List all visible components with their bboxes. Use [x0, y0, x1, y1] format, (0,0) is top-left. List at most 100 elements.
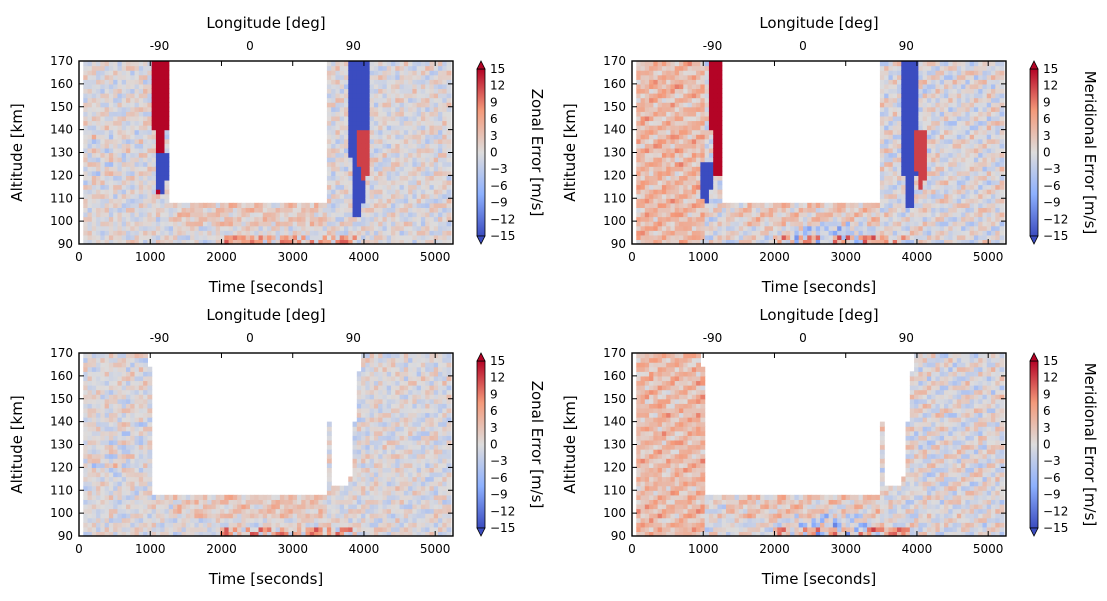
heatmap-cell [339, 111, 345, 117]
heatmap-cell [794, 202, 800, 208]
heatmap-cell [335, 239, 341, 245]
heatmap-cell [905, 189, 911, 195]
heatmap-cell [965, 102, 971, 108]
heatmap-cell [352, 193, 358, 199]
heatmap-cell [91, 216, 97, 222]
heatmap-cell [155, 234, 161, 241]
heatmap-cell [708, 184, 714, 190]
heatmap-cell [644, 157, 650, 163]
heatmap-cell [420, 152, 426, 158]
heatmap-cell [734, 225, 740, 231]
heatmap-cell [96, 467, 101, 473]
heatmap-cell [382, 134, 388, 140]
heatmap-cell [147, 83, 153, 90]
heatmap-cell [683, 207, 689, 213]
heatmap-cell [944, 93, 949, 99]
heatmap-cell [914, 179, 919, 186]
heatmap-cell [279, 216, 285, 222]
heatmap-cell [764, 239, 770, 245]
heatmap-cell [143, 143, 148, 149]
heatmap-cell [696, 221, 701, 227]
heatmap-cell [382, 120, 388, 126]
heatmap-cell [369, 97, 375, 103]
heatmap-cell [369, 179, 375, 186]
heatmap-cell [121, 225, 127, 231]
heatmap-cell [96, 202, 101, 208]
heatmap-cell [909, 175, 915, 181]
heatmap-cell [944, 198, 949, 204]
heatmap-cell [952, 106, 958, 112]
heatmap-cell [96, 471, 101, 478]
heatmap-cell [666, 102, 672, 108]
heatmap-cell [408, 234, 413, 241]
heatmap-cell [790, 225, 796, 231]
y-axis-label: Altitude [km] [8, 103, 26, 201]
heatmap-cell [433, 230, 439, 236]
heatmap-cell [965, 157, 971, 163]
heatmap-cell [875, 216, 881, 222]
colorbar-extend-max [476, 60, 486, 70]
heatmap-cell [952, 93, 958, 99]
heatmap-cell [961, 120, 966, 126]
heatmap-cell [991, 143, 996, 149]
heatmap-cell [433, 202, 439, 208]
heatmap-cell [155, 193, 161, 199]
heatmap-cell [271, 221, 277, 227]
heatmap-cell [134, 234, 140, 241]
heatmap-cell [944, 134, 949, 140]
heatmap-cell [661, 189, 667, 195]
heatmap-cell [858, 216, 864, 222]
heatmap-cell [901, 170, 907, 176]
heatmap-cell [683, 143, 689, 149]
heatmap-cell [100, 385, 106, 391]
heatmap-cell [301, 207, 307, 213]
heatmap-cell [138, 88, 144, 94]
heatmap-cell [126, 70, 131, 76]
heatmap-cell [909, 147, 915, 154]
heatmap-cell [335, 143, 341, 149]
heatmap-cell [130, 102, 136, 108]
heatmap-cell [365, 65, 371, 71]
heatmap-cell [649, 161, 654, 167]
heatmap-cell [356, 207, 362, 213]
heatmap-cell [241, 234, 247, 241]
heatmap-cell [446, 239, 452, 245]
heatmap-cell [717, 198, 723, 204]
heatmap-cell [897, 166, 902, 172]
heatmap-cell [408, 88, 413, 94]
heatmap-cell [91, 111, 97, 117]
heatmap-cell [113, 166, 119, 172]
heatmap-cell [130, 111, 136, 117]
heatmap-cell [683, 166, 689, 172]
heatmap-cell [373, 161, 379, 167]
heatmap-cell [100, 403, 106, 409]
heatmap-cell [687, 211, 693, 218]
heatmap-cell [961, 193, 966, 199]
heatmap-cell [403, 129, 409, 135]
heatmap-cell [164, 216, 170, 222]
heatmap-cell [408, 198, 413, 204]
heatmap-cell [130, 234, 136, 241]
heatmap-cell [892, 170, 898, 176]
heatmap-cell [713, 189, 719, 195]
heatmap-cell [108, 161, 114, 167]
heatmap-cell [100, 412, 106, 418]
heatmap-cell [121, 170, 127, 176]
heatmap-cell [952, 138, 958, 144]
heatmap-cell [224, 225, 230, 231]
heatmap-cell [365, 221, 371, 227]
heatmap-cell [113, 70, 119, 76]
heatmap-cell [879, 65, 885, 71]
heatmap-cell [644, 143, 650, 149]
heatmap-cell [991, 211, 996, 218]
heatmap-cell [666, 175, 672, 181]
heatmap-cell [412, 152, 418, 158]
heatmap-cell [687, 207, 693, 213]
heatmap-cell [155, 166, 161, 172]
heatmap-cell [87, 115, 93, 122]
heatmap-cell [87, 138, 93, 144]
heatmap-cell [914, 79, 919, 85]
heatmap-cell [961, 170, 966, 176]
heatmap-cell [331, 129, 337, 135]
heatmap-cell [999, 88, 1005, 94]
